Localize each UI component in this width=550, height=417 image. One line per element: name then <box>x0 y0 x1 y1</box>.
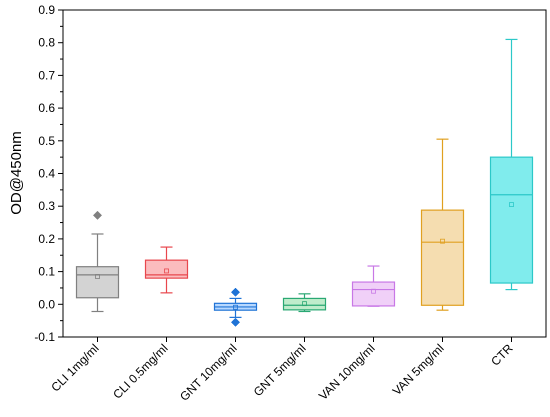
iqr-box <box>420 209 465 306</box>
outlier-point <box>230 317 241 327</box>
box-group <box>351 265 396 307</box>
outlier-point <box>92 210 103 220</box>
y-tick-label: 0.2 <box>38 232 55 246</box>
box-group <box>489 38 534 291</box>
x-tick-label: CLI 1mg/ml <box>48 341 101 394</box>
iqr-box <box>75 266 120 299</box>
y-tick-label: 0.5 <box>38 134 55 148</box>
x-tick-label: GNT 5mg/ml <box>251 341 309 399</box>
y-tick-label: -0.1 <box>34 330 55 344</box>
iqr-box <box>282 297 327 311</box>
y-tick-label: 0.8 <box>38 36 55 50</box>
x-tick-label: GNT 10mg/ml <box>177 341 240 404</box>
mean-marker <box>509 202 514 207</box>
y-axis: -0.1 0.0 0.1 0.2 0.3 0.4 0.5 0.6 0.7 0.8 0.9 <box>34 3 63 344</box>
box-group <box>213 287 258 327</box>
mean-marker <box>371 288 376 294</box>
mean-marker <box>302 301 307 307</box>
mean-marker <box>95 274 100 279</box>
x-tick-label: VAN 10mg/ml <box>316 341 378 403</box>
x-tick-label: CTR <box>488 341 516 369</box>
y-axis-title: OD@450nm <box>8 131 25 215</box>
y-tick-label: 0.9 <box>38 3 55 17</box>
x-tick-label: VAN 5mg/ml <box>390 341 447 398</box>
y-tick-label: 0.0 <box>38 297 55 311</box>
iqr-box <box>351 281 396 307</box>
y-tick-label: 0.3 <box>38 199 55 213</box>
mean-marker <box>164 268 169 274</box>
box-group <box>144 246 189 294</box>
plot-frame <box>62 9 547 338</box>
box-series-group <box>75 38 534 327</box>
y-tick-label: 0.6 <box>38 101 55 115</box>
box-group <box>75 210 120 313</box>
x-tick-label: CLI 0.5mg/ml <box>110 341 170 401</box>
box-group <box>420 138 465 311</box>
outlier-point <box>230 287 241 297</box>
y-tick-label: 0.7 <box>38 68 55 82</box>
x-axis: CLI 1mg/ml CLI 0.5mg/ml GNT 10mg/ml GNT 5mg… <box>48 337 516 404</box>
mean-marker <box>233 304 238 310</box>
box-group <box>282 293 327 313</box>
y-tick-label: 0.4 <box>38 167 55 181</box>
y-tick-label: 0.1 <box>38 265 55 279</box>
mean-marker <box>440 238 445 244</box>
iqr-box <box>489 156 534 284</box>
